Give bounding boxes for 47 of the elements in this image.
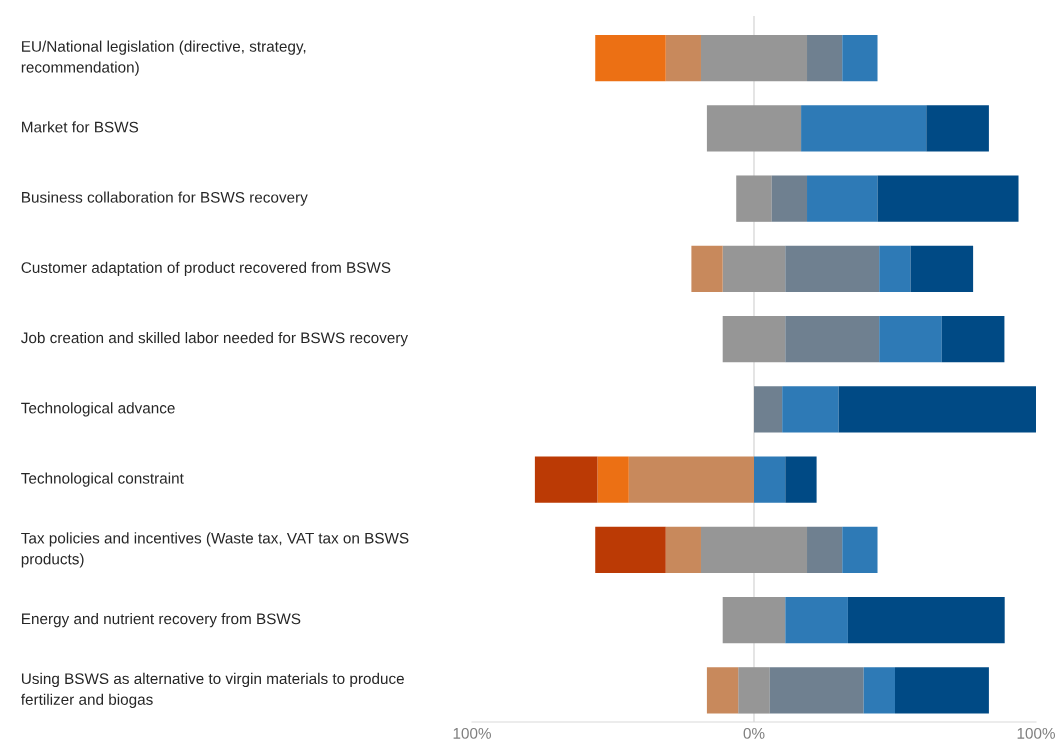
bar	[691, 245, 723, 293]
bar	[595, 526, 666, 574]
bar	[754, 456, 786, 503]
y-tick-label: Technological advance	[21, 402, 175, 417]
bar	[807, 34, 843, 82]
bar	[847, 596, 1005, 644]
bar	[597, 456, 629, 503]
y-tick-label: Market for BSWS	[22, 121, 139, 133]
bar	[665, 34, 701, 82]
bar	[879, 315, 942, 363]
bar	[785, 596, 848, 644]
bar	[782, 386, 839, 433]
bar	[807, 526, 843, 574]
y-tick-label: Job creation and skilled labor needed for BSWS recovery	[21, 332, 409, 347]
y-tick-label: Tax policies and incentives (Waste tax, VAT tax on BSWS products)	[21, 532, 409, 568]
bar	[895, 667, 989, 714]
x-tick-label: 100%	[453, 727, 491, 739]
bar	[842, 34, 878, 82]
y-tick-label: EU/National legislation (directive, strategy, recommendation)	[21, 40, 306, 76]
bar	[665, 526, 701, 574]
bar	[769, 667, 864, 714]
y-tick-label: Customer adaptation of product recovered from BSWS	[21, 261, 391, 277]
x-tick-label: 0%	[743, 727, 765, 739]
bar	[628, 456, 754, 503]
bar	[785, 245, 880, 293]
bar	[706, 667, 739, 714]
bar	[807, 175, 878, 222]
bar	[771, 175, 808, 222]
bar	[785, 456, 817, 503]
bar	[595, 34, 666, 82]
x-tick-label: 100%	[1017, 727, 1055, 739]
bar	[910, 245, 974, 293]
bar	[879, 245, 911, 293]
bar	[754, 386, 783, 433]
bar	[838, 386, 1036, 433]
y-tick-label: Energy and nutrient recovery from BSWS	[22, 613, 301, 628]
bar	[926, 105, 989, 152]
bar	[842, 526, 878, 574]
bar	[863, 667, 895, 714]
y-tick-label: Using BSWS as alternative to virgin materials to produce fertilizer and biogas	[21, 672, 404, 708]
y-tick-label: Business collaboration for BSWS recovery	[22, 191, 308, 206]
bar	[877, 175, 1019, 222]
bar	[801, 105, 927, 152]
y-tick-label: Technological constraint	[21, 472, 184, 487]
bar	[941, 315, 1005, 363]
bar	[534, 456, 598, 503]
bar	[785, 315, 880, 363]
